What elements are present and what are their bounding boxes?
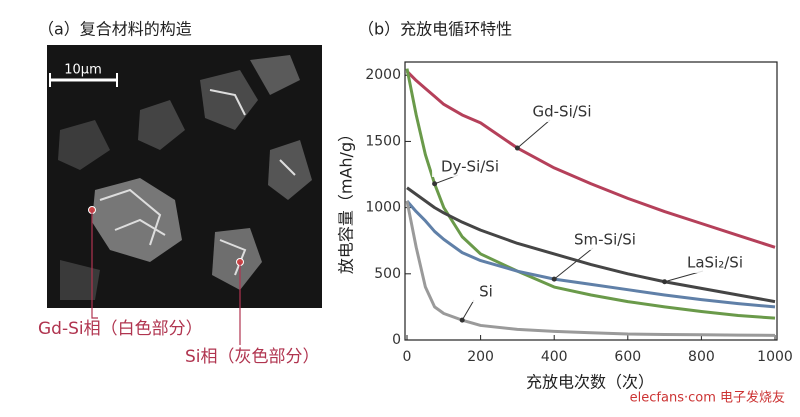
- y-tick-label: 1000: [365, 200, 401, 216]
- y-axis-label: 放电容量（mAh/g）: [337, 126, 356, 274]
- panel-title: （a）复合材料的构造: [38, 20, 192, 39]
- label-leader: [553, 247, 594, 280]
- micrograph: [47, 45, 322, 345]
- chart-title: （b）充放电循环特性: [358, 20, 512, 39]
- y-tick-label: 500: [374, 266, 401, 282]
- x-tick-label: 800: [688, 349, 715, 365]
- x-tick-label: 400: [541, 349, 568, 365]
- y-tick-label: 0: [392, 332, 401, 348]
- series-label: Si: [479, 283, 493, 301]
- label-point: [432, 181, 438, 187]
- label-bg: [677, 253, 753, 273]
- series-label: LaSi₂/Si: [687, 254, 743, 272]
- label-bg: [567, 230, 643, 250]
- series-label: Gd-Si/Si: [533, 103, 592, 121]
- scale-bar-label: 10μm: [64, 63, 101, 78]
- phase-label: Si相（灰色部分）: [185, 347, 320, 367]
- label-leader: [461, 299, 475, 321]
- y-tick-label: 1500: [365, 133, 401, 149]
- series-label: Sm-Si/Si: [574, 231, 636, 249]
- label-bg: [432, 157, 508, 177]
- label-point: [514, 145, 520, 151]
- phase-label: Gd-Si相（白色部分）: [38, 319, 203, 339]
- x-tick-label: 200: [467, 349, 494, 365]
- series-label: Dy-Si/Si: [441, 158, 499, 176]
- x-tick-label: 600: [614, 349, 641, 365]
- series-line: [405, 200, 776, 337]
- watermark: elecfans·com 电子发烧友: [630, 390, 785, 406]
- series-line: [406, 186, 776, 304]
- x-axis-label: 充放电次数（次）: [526, 373, 654, 392]
- series-line: [405, 200, 776, 309]
- x-tick-label: 0: [403, 349, 412, 365]
- label-bg: [448, 282, 524, 302]
- label-point: [662, 279, 668, 285]
- label-point: [551, 276, 557, 282]
- y-tick-label: 2000: [365, 67, 401, 83]
- x-tick-label: 1000: [757, 349, 793, 365]
- plot-frame: [404, 61, 778, 341]
- label-bg: [524, 102, 600, 122]
- label-leader: [517, 119, 551, 149]
- label-point: [459, 317, 465, 323]
